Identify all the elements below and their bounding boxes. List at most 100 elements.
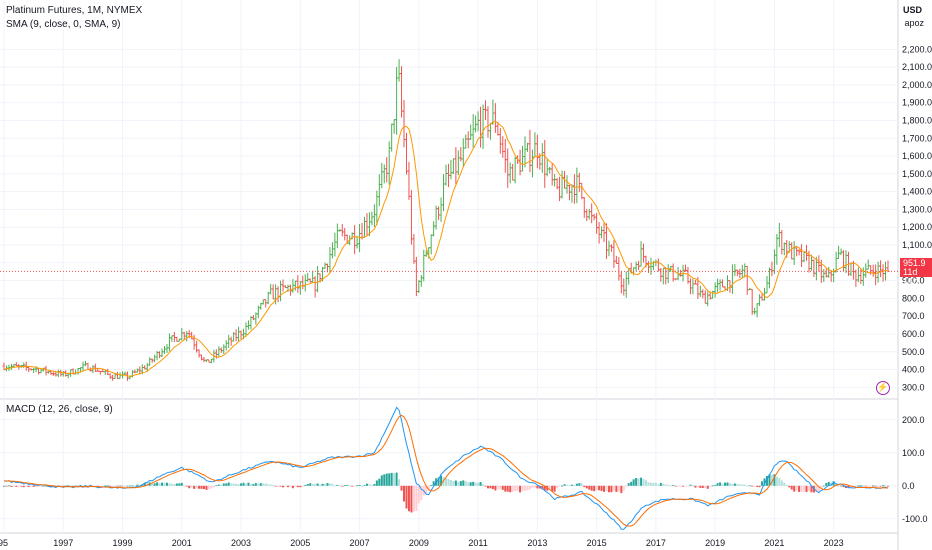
macd-histogram-bar [615,485,618,492]
signal-line [3,414,889,527]
ohlc-bar [227,334,231,349]
macd-histogram-bar [40,485,43,487]
ohlc-bar [481,104,485,150]
macd-histogram-bar [128,485,131,487]
currency-label[interactable]: USD [902,5,922,15]
ohlc-bar [864,263,868,278]
price-tick-label: 500.0 [902,347,925,357]
price-tick-label: 1,300.0 [902,204,932,214]
ohlc-bar [849,262,853,277]
macd-histogram-bar [859,485,862,487]
macd-tick-label: 200.0 [902,415,925,425]
macd-histogram-bar [645,480,648,486]
ohlc-bar [456,150,460,176]
macd-histogram-bar [790,485,793,490]
macd-histogram-bar [662,483,665,486]
ohlc-bar [365,213,369,236]
macd-histogram-bar [607,485,610,493]
macd-histogram-bar [578,483,581,486]
macd-histogram-bar [123,485,126,487]
macd-histogram-bar [568,485,571,486]
macd-histogram-bar [462,480,465,486]
macd-histogram-bar [849,485,852,488]
macd-histogram-bar [119,485,122,487]
macd-histogram-bar [306,484,309,486]
macd-tick-label: 0.0 [902,481,915,491]
ohlc-bar [303,274,307,292]
macd-histogram-bar [291,485,294,489]
macd-histogram-bar [168,483,171,486]
ohlc-bar [224,340,228,351]
ohlc-bar [856,267,860,283]
macd-histogram-bar [805,485,808,493]
macd-histogram-bar [667,484,670,486]
time-tick-label: 2005 [290,538,310,548]
ohlc-bar [417,280,421,294]
time-tick-label: 2015 [587,538,607,548]
macd-histogram-bar [215,485,218,487]
ohlc-bar [429,234,433,255]
macd-histogram-bar [486,485,489,489]
macd-histogram-bar [25,485,28,487]
macd-tick-label: 100.0 [902,448,925,458]
macd-histogram-bar [336,484,339,486]
time-tick-label: 95 [0,538,8,548]
macd-histogram-bar [454,480,457,486]
macd-histogram-bar [365,483,368,486]
price-tick-label: 1,500.0 [902,169,932,179]
ohlc-bar [802,251,806,263]
last-price-tag: 951.9 11d 14h [900,258,932,286]
ohlc-bar [486,106,490,138]
price-pane[interactable] [0,59,898,381]
ohlc-bar [116,371,120,379]
ohlc-bar [59,369,63,377]
macd-histogram-bar [412,485,415,512]
ohlc-bar [491,99,495,125]
macd-histogram-bar [321,483,324,486]
macd-histogram-bar [810,485,813,493]
sma-legend[interactable]: SMA (9, close, 0, SMA, 9) [6,19,121,30]
macd-histogram-bar [694,485,697,488]
macd-histogram-bar [319,484,322,486]
macd-histogram-bar [452,480,455,486]
macd-histogram-bar [585,485,588,489]
ohlc-bar [869,265,873,275]
macd-histogram-bar [116,485,119,487]
lightning-bolt-icon[interactable]: ⚡ [876,381,890,395]
ohlc-bar [642,243,646,263]
ohlc-bar [767,267,771,289]
macd-histogram-bar [106,485,109,487]
macd-histogram-bar [380,475,383,486]
macd-histogram-bar [457,481,460,486]
ohlc-bar [296,275,300,293]
macd-histogram-bar [704,485,707,489]
macd-histogram-bar [188,485,191,489]
macd-histogram-bar [30,485,33,487]
macd-histogram-bar [163,482,166,486]
macd-histogram-bar [161,482,164,486]
macd-pane[interactable] [3,406,889,530]
macd-histogram-bar [840,485,843,487]
ohlc-bar [508,162,512,184]
macd-histogram-bar [170,483,173,486]
ohlc-bar [800,244,804,267]
macd-histogram-bar [225,483,228,486]
macd-histogram-bar [338,485,341,486]
scale-mode-label[interactable]: apoz [904,18,924,28]
macd-histogram-bar [654,482,657,486]
time-tick-label: 2001 [172,538,192,548]
time-tick-label: 2011 [468,538,487,548]
macd-histogram-bar [758,485,761,488]
macd-histogram-bar [768,474,771,486]
price-tick-label: 1,200.0 [902,222,932,232]
macd-histogram-bar [156,482,159,486]
macd-histogram-bar [121,485,124,487]
macd-histogram-bar [689,484,692,486]
ohlc-bar [197,349,201,358]
macd-histogram-bar [444,477,447,486]
macd-histogram-bar [516,485,519,491]
macd-histogram-bar [252,484,255,486]
macd-legend[interactable]: MACD (12, 26, close, 9) [6,404,113,415]
macd-histogram-bar [590,485,593,491]
